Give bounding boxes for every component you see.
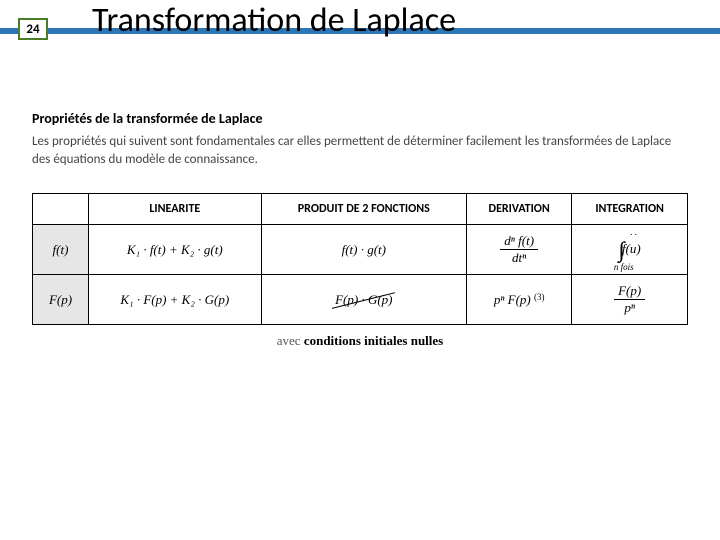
page-number-badge: 24 (18, 18, 48, 40)
int-nfois: n fois (614, 262, 634, 272)
cell-prod-p: F(p) · G(p) (261, 275, 466, 325)
int-arg: f(u) (619, 241, 641, 256)
section-description: Les propriétés qui suivent sont fondamen… (32, 133, 688, 169)
rowlabel-ft: f(t) (33, 225, 89, 275)
slide-title: Transformation de Laplace (92, 0, 456, 41)
intp-num: F(p) (614, 283, 645, 300)
cell-deriv-t: dⁿ f(t) dtⁿ (467, 225, 572, 275)
cell-int-p: F(p) pⁿ (572, 275, 688, 325)
cell-int-t: . . ∫∫∫ f(u) n fois (572, 225, 688, 275)
col-produit: PRODUIT DE 2 FONCTIONS (261, 194, 466, 225)
cell-lin-t: K₁ · f(t) + K₂ · g(t) (89, 225, 262, 275)
page-number: 24 (26, 22, 39, 37)
caption-prefix: avec (277, 333, 304, 348)
content-area: Propriétés de la transformée de Laplace … (32, 110, 688, 357)
deriv-ref: (3) (534, 292, 545, 302)
cell-deriv-p: pⁿ F(p) (3) (467, 275, 572, 325)
col-derivation: DERIVATION (467, 194, 572, 225)
int-dots: . . (630, 227, 637, 237)
deriv-p-formula: pⁿ F(p) (494, 292, 531, 307)
rowlabel-fp: F(p) (33, 275, 89, 325)
intp-den: pⁿ (614, 300, 645, 316)
table-header-row: LINEARITE PRODUIT DE 2 FONCTIONS DERIVAT… (33, 194, 688, 225)
header-empty (33, 194, 89, 225)
col-integration: INTEGRATION (572, 194, 688, 225)
cell-prod-t: f(t) · g(t) (261, 225, 466, 275)
cell-lin-p: K₁ · F(p) + K₂ · G(p) (89, 275, 262, 325)
section-heading: Propriétés de la transformée de Laplace (32, 110, 688, 127)
table-row-laplace: F(p) K₁ · F(p) + K₂ · G(p) F(p) · G(p) p… (33, 275, 688, 325)
col-linearite: LINEARITE (89, 194, 262, 225)
properties-table: LINEARITE PRODUIT DE 2 FONCTIONS DERIVAT… (32, 193, 688, 357)
deriv-den: dtⁿ (500, 250, 538, 266)
strikethrough-formula: F(p) · G(p) (333, 292, 394, 308)
table-caption-row: avec conditions initiales nulles (33, 325, 688, 358)
caption-bold: conditions initiales nulles (304, 333, 443, 348)
caption-cell: avec conditions initiales nulles (33, 325, 688, 358)
table-row-time: f(t) K₁ · f(t) + K₂ · g(t) f(t) · g(t) d… (33, 225, 688, 275)
deriv-num: dⁿ f(t) (500, 233, 538, 250)
